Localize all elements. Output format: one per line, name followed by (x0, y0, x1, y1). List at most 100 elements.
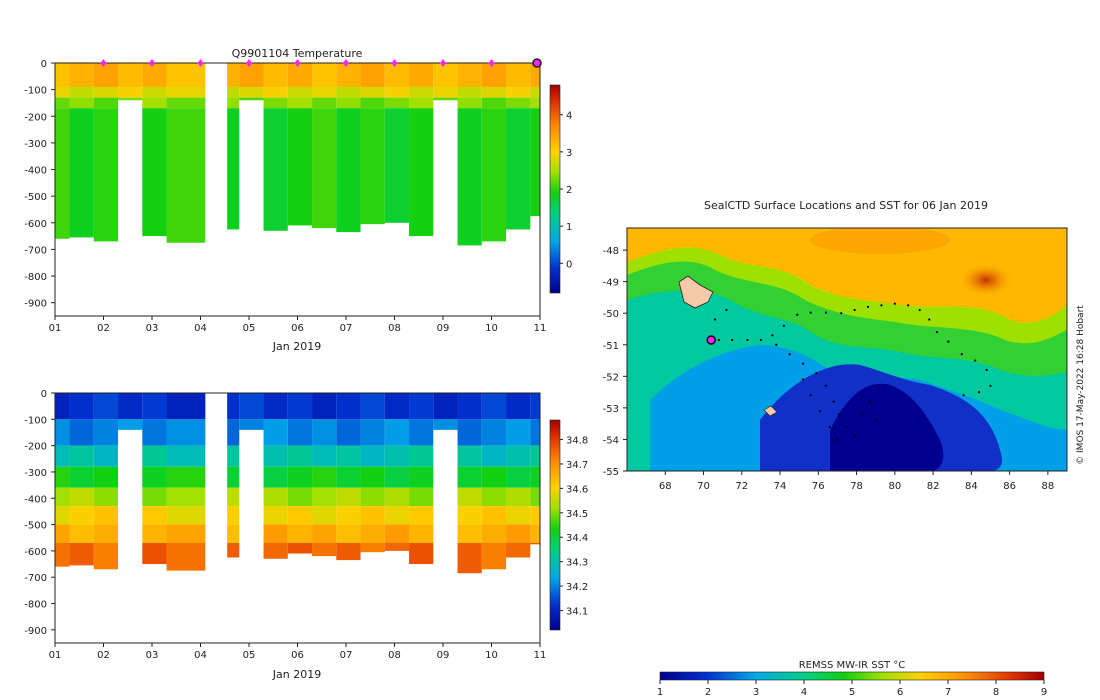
heatmap-cell (166, 108, 206, 243)
sst-colorbar-tick-label: 8 (993, 687, 999, 698)
heatmap-cell (409, 466, 434, 488)
heatmap-cell (409, 524, 434, 543)
track-point (824, 384, 828, 387)
heatmap-cell (239, 97, 264, 101)
y-tick-label: -600 (24, 219, 47, 230)
heatmap-cell (481, 524, 507, 543)
heatmap-cell (312, 506, 337, 525)
heatmap-cell (336, 63, 361, 87)
heatmap-cell (312, 543, 337, 557)
heatmap-cell (227, 108, 240, 230)
temperature-y-axis: 0 -100 -200 -300 -400 -500 -600 -700 -800 -900 (24, 59, 55, 310)
heatmap-cell (336, 108, 361, 233)
track-point (838, 413, 841, 416)
heatmap-cell (530, 445, 540, 467)
heatmap-cell (69, 543, 94, 566)
x-tick-label: 09 (437, 323, 450, 334)
sst-warm-eddy (960, 264, 1012, 296)
heatmap-cell (336, 419, 361, 446)
colorbar-tick-label: 4 (566, 111, 572, 122)
map-title: SealCTD Surface Locations and SST for 06… (704, 199, 988, 212)
track-point (717, 338, 720, 342)
heatmap-cell (227, 543, 240, 558)
x-tick-label: 10 (485, 323, 498, 334)
salinity-x-axis: 01 02 03 04 05 06 07 08 09 10 11 (49, 643, 547, 661)
heatmap-cell (360, 506, 385, 525)
sst-colorbar-tick-label: 7 (945, 687, 951, 698)
heatmap-cell (166, 506, 206, 525)
heatmap-cell (360, 524, 385, 543)
track-point (880, 304, 883, 307)
heatmap-cell (69, 419, 94, 446)
heatmap-cell (457, 487, 482, 507)
heatmap-cell (263, 524, 288, 543)
heatmap-cell (69, 86, 94, 98)
heatmap-cell (166, 63, 206, 87)
heatmap-cell (457, 86, 482, 98)
map-axes-frame (626, 227, 1068, 472)
heatmap-cell (481, 86, 507, 98)
track-point (775, 343, 778, 346)
heatmap-cell (142, 419, 167, 446)
heatmap-cell (227, 97, 240, 109)
lon-tick-label: 68 (659, 481, 672, 492)
heatmap-cell (55, 393, 70, 420)
heatmap-cell (93, 108, 119, 242)
y-tick-label: -200 (24, 112, 47, 123)
heatmap-cell (506, 466, 531, 488)
heatmap-cell (55, 97, 70, 109)
heatmap-cell (312, 419, 337, 446)
lat-tick-label: -55 (603, 467, 619, 478)
heatmap-cell (530, 108, 540, 217)
heatmap-cell (506, 506, 531, 525)
heatmap-cell (166, 543, 206, 571)
heatmap-cell (263, 506, 288, 525)
heatmap-cell (360, 487, 385, 507)
colorbar-tick-label: 1 (566, 222, 572, 233)
heatmap-cell (360, 543, 385, 553)
heatmap-cell (287, 63, 313, 87)
track-point (985, 368, 988, 372)
heatmap-cell (287, 393, 313, 420)
heatmap-cell (506, 445, 531, 467)
track-point (868, 400, 872, 403)
heatmap-cell (166, 487, 206, 507)
heatmap-cell (360, 393, 385, 420)
heatmap-cell (227, 445, 240, 467)
heatmap-cell (227, 466, 240, 488)
heatmap-cell (409, 393, 434, 420)
heatmap-cell (481, 97, 507, 109)
heatmap-cell (142, 487, 167, 507)
track-point (796, 313, 799, 316)
heard-island (763, 405, 778, 417)
heatmap-cell (142, 63, 167, 87)
y-tick-label: -500 (24, 521, 47, 532)
heatmap-cell (227, 86, 240, 98)
heatmap-cell (409, 506, 434, 525)
heatmap-cell (287, 543, 313, 554)
track-point (974, 359, 977, 362)
heatmap-cell (93, 466, 119, 488)
temperature-title: Q9901104 Temperature (232, 47, 363, 60)
heatmap-cell (142, 524, 167, 543)
heatmap-cell (166, 524, 206, 543)
heatmap-cell (384, 524, 410, 543)
x-tick-label: 03 (146, 323, 159, 334)
heatmap-cell (55, 506, 70, 525)
y-tick-label: -400 (24, 494, 47, 505)
heatmap-cell (93, 487, 119, 507)
lon-tick-label: 88 (1042, 481, 1055, 492)
track-point (928, 318, 931, 321)
heatmap-cell (506, 543, 531, 558)
imos-credit: © IMOS 17-May-2022 16:28 Hobart (1076, 305, 1086, 465)
temperature-x-axis: 01 02 03 04 05 06 07 08 09 10 11 (49, 316, 546, 334)
sst-colorbar-tick-label: 3 (753, 687, 759, 698)
heatmap-cell (481, 466, 507, 488)
track-point (866, 305, 870, 308)
x-tick-label: 08 (388, 323, 401, 334)
heatmap-cell (530, 393, 540, 420)
lon-tick-label: 80 (888, 481, 901, 492)
heatmap-cell (69, 466, 94, 488)
colorbar-tick-label: 2 (566, 185, 572, 196)
x-tick-label: 11 (534, 650, 547, 661)
